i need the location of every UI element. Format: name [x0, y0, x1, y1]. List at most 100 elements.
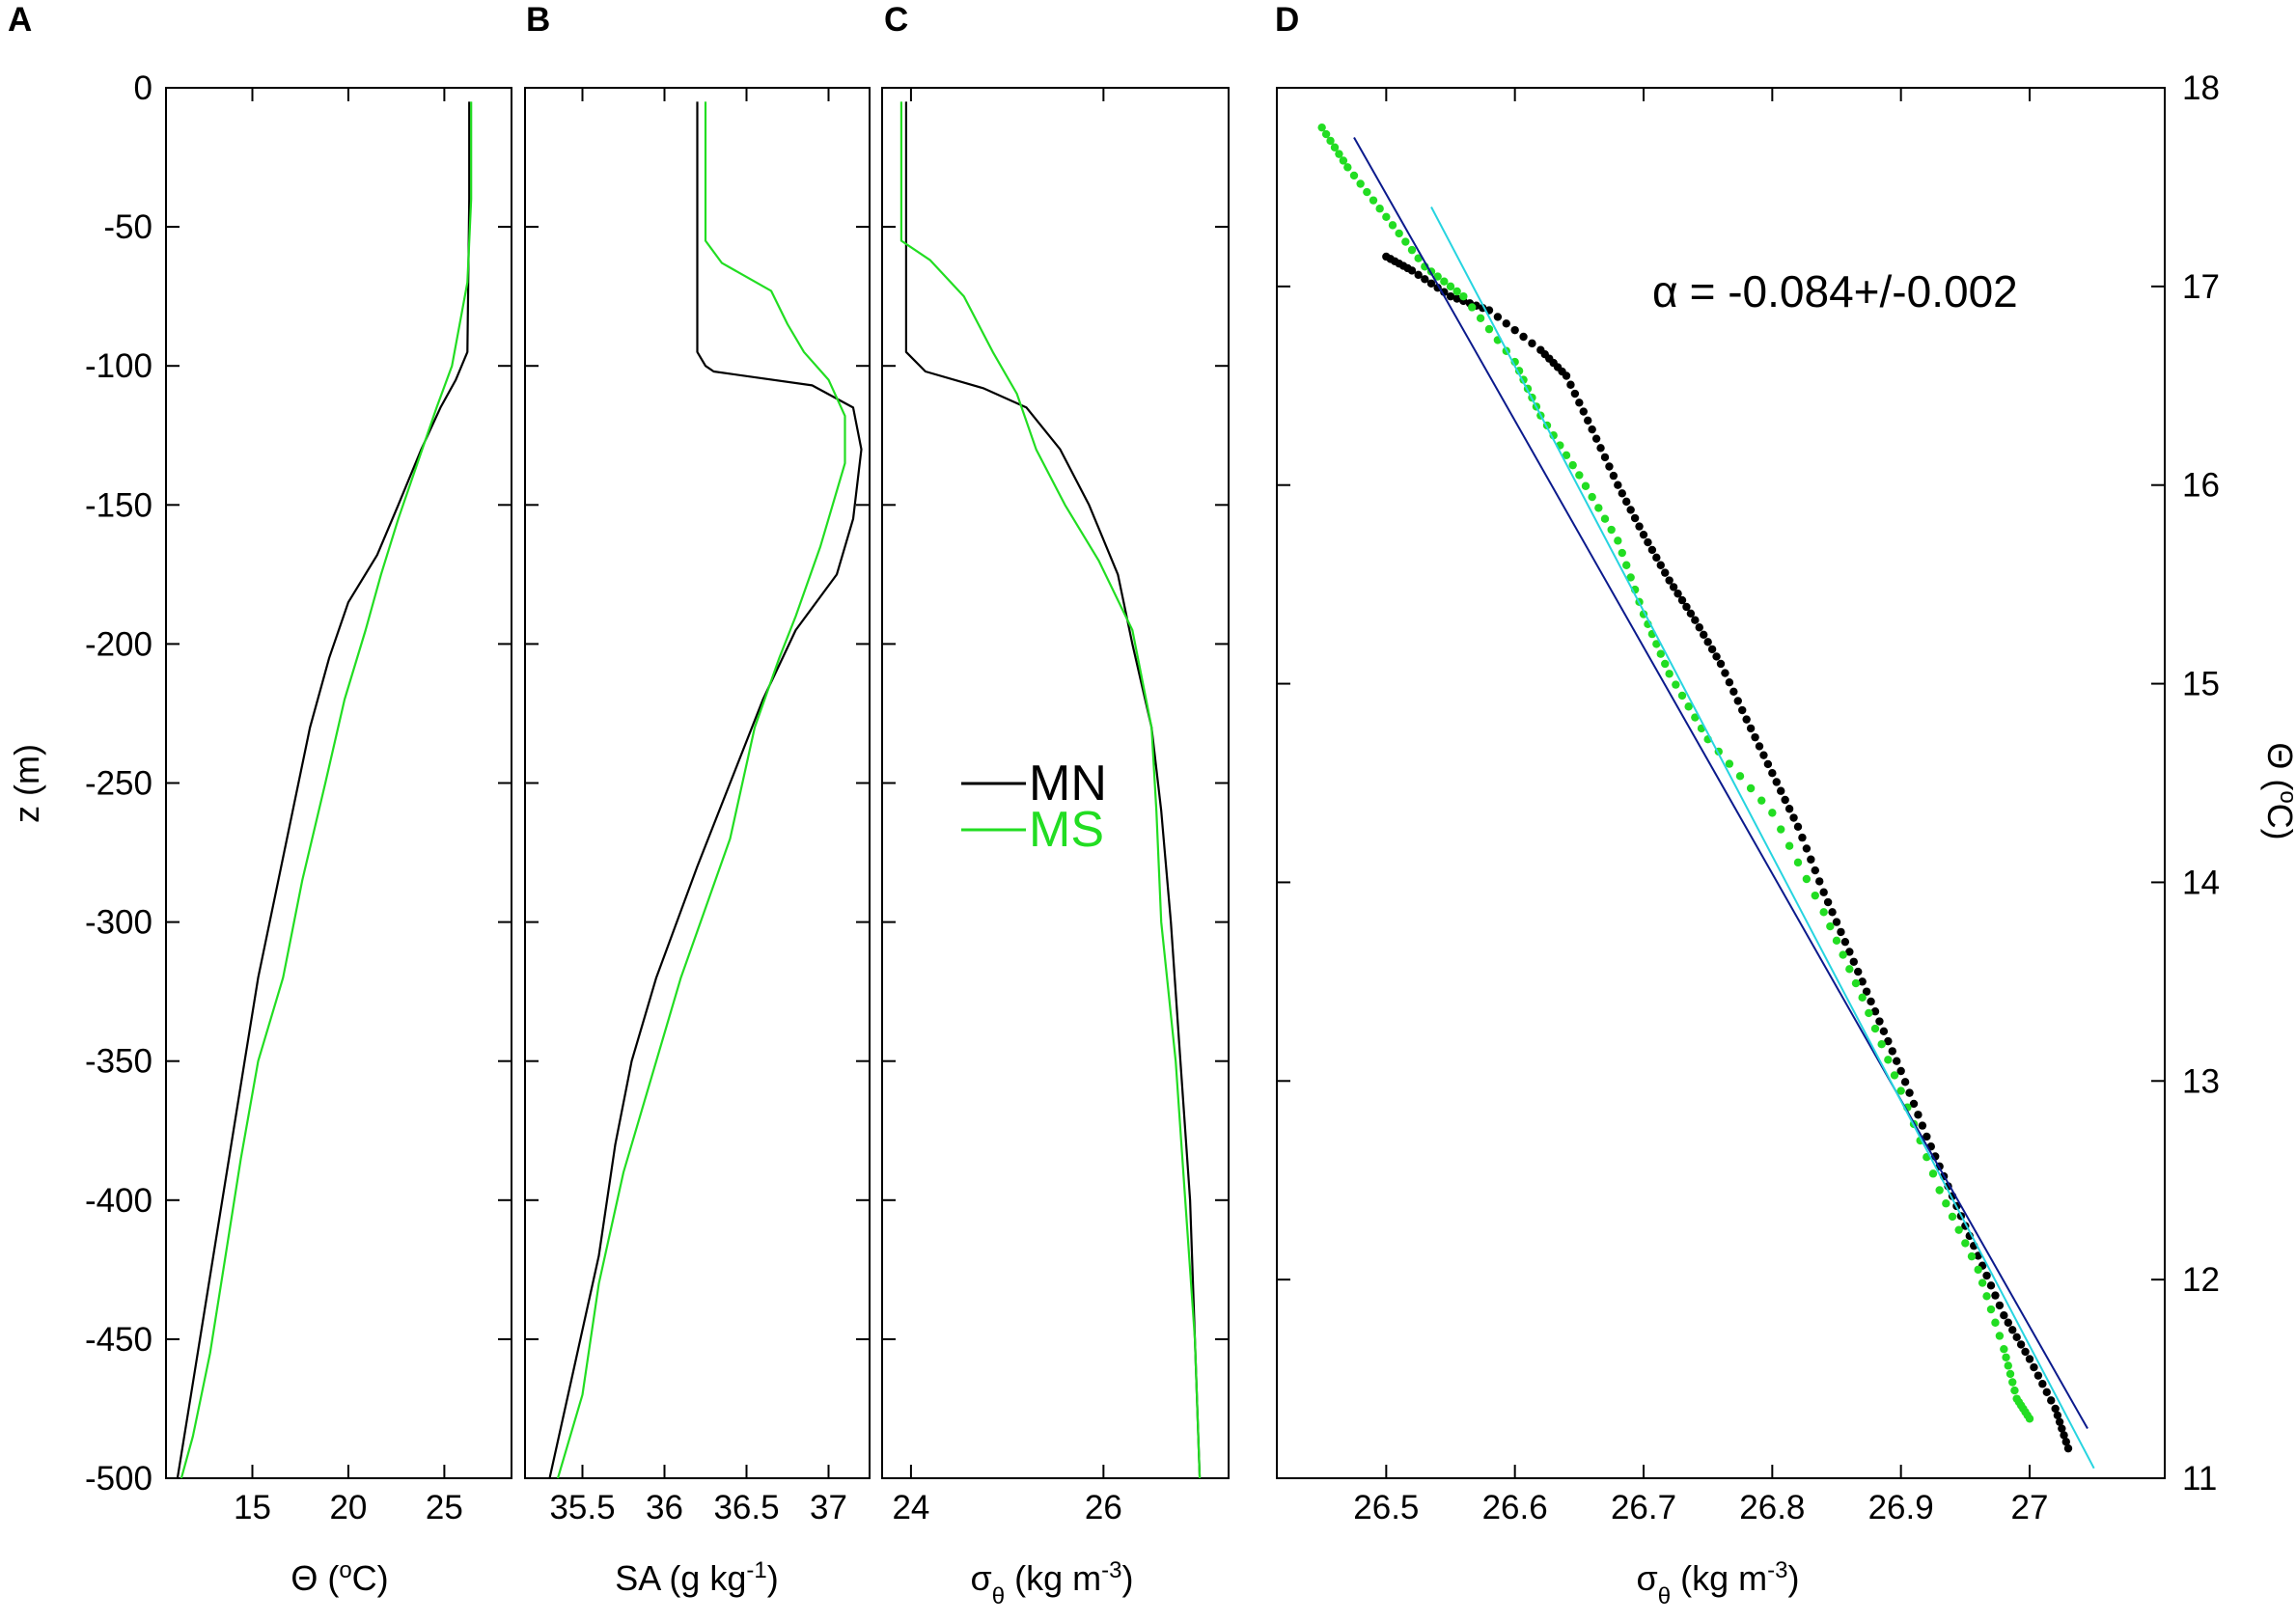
scatter-point-mn: [1837, 927, 1845, 937]
scatter-point-mn: [1407, 266, 1417, 275]
scatter-point-ms: [1890, 1071, 1899, 1080]
x-tick-label: 20: [329, 1489, 367, 1526]
scatter-point-mn: [1588, 425, 1596, 434]
scatter-point-mn: [1605, 462, 1614, 471]
scatter-point-mn: [2030, 1362, 2038, 1372]
scatter-point-ms: [1395, 229, 1403, 238]
series-line-fit-light: [1430, 206, 2095, 1470]
scatter-point-mn: [2008, 1326, 2017, 1334]
scatter-point-ms: [1581, 481, 1591, 490]
scatter-point-mn: [1793, 822, 1803, 831]
scatter-point-mn: [2000, 1310, 2008, 1320]
scatter-point-ms: [1672, 680, 1680, 689]
y-tick-label: -450: [85, 1321, 152, 1359]
x-axis-label-a: Θ (oC): [290, 1557, 388, 1599]
scatter-point-mn: [1875, 1017, 1884, 1026]
series-line-ms: [899, 101, 1202, 1479]
scatter-point-ms: [1382, 212, 1391, 222]
scatter-point-ms: [1870, 1024, 1880, 1033]
x-axis-label-b: SA (g kg-1): [615, 1557, 778, 1599]
scatter-point-ms: [1369, 196, 1378, 205]
scatter-point-ms: [1757, 796, 1766, 805]
scatter-point-ms: [1974, 1265, 1982, 1275]
scatter-point-ms: [1826, 921, 1835, 931]
scatter-point-mn: [1426, 279, 1436, 288]
scatter-point-ms: [1626, 573, 1635, 582]
scatter-point-ms: [1343, 163, 1352, 172]
scatter-point-mn: [1596, 444, 1605, 453]
scatter-point-ms: [1845, 965, 1854, 974]
scatter-point-ms: [1330, 143, 1340, 151]
scatter-point-mn: [2004, 1318, 2012, 1327]
scatter-point-ms: [1746, 784, 1756, 793]
scatter-point-mn: [1579, 407, 1588, 416]
y-tick-label-right: 18: [2182, 69, 2220, 107]
series-line-ms: [556, 101, 846, 1479]
scatter-point-ms: [1784, 841, 1794, 850]
y-tick-label-right: 17: [2182, 268, 2220, 306]
panel-d-theta-sigma-scatter: 26.5 26.6 26.7 26.8 26.9 27 11 12 13 14 15 16 17 18: [1276, 69, 2220, 1526]
scatter-point-ms: [1568, 460, 1577, 470]
legend-label-ms: MS: [1029, 802, 1104, 858]
x-tick-label: 25: [426, 1489, 463, 1526]
scatter-point-ms: [1896, 1086, 1905, 1095]
scatter-point-mn: [2042, 1388, 2051, 1396]
scatter-point-mn: [1725, 677, 1734, 687]
scatter-point-ms: [1884, 1056, 1893, 1064]
plot-frame: [165, 87, 512, 1479]
scatter-point-mn: [1823, 897, 1833, 907]
series-line-fit-dark: [1353, 137, 2089, 1429]
scatter-point-ms: [1594, 504, 1603, 512]
y-tick-label-right: 14: [2182, 864, 2220, 901]
scatter-point-ms: [1452, 287, 1461, 296]
scatter-point-mn: [1845, 948, 1854, 956]
scatter-point-ms: [1433, 272, 1442, 281]
scatter-point-ms: [1851, 978, 1861, 988]
scatter-point-mn: [1712, 652, 1721, 661]
scatter-point-ms: [1986, 1305, 1996, 1314]
panel-a-temperature-profile: 15 20 25 0 -50 -100 -150 -200 -250 -300 -350 -400 -4…: [85, 69, 512, 1526]
scatter-point-mn: [1647, 545, 1657, 555]
scatter-point-mn: [1733, 697, 1742, 705]
scatter-point-ms: [1363, 187, 1371, 197]
y-tick-label-right: 13: [2182, 1062, 2220, 1100]
scatter-point-ms: [1468, 303, 1477, 312]
scatter-point-ms: [1735, 772, 1745, 781]
scatter-point-mn: [1669, 583, 1678, 591]
scatter-point-ms: [1793, 858, 1803, 867]
scatter-point-mn: [1614, 481, 1622, 489]
x-tick-label: 15: [234, 1489, 271, 1526]
x-tick-label: 24: [892, 1489, 929, 1526]
scatter-point-mn: [1677, 595, 1687, 605]
scatter-point-ms: [1562, 451, 1571, 460]
scatter-point-mn: [1674, 590, 1682, 598]
y-tick-label-right: 12: [2182, 1261, 2220, 1299]
scatter-point-mn: [1867, 997, 1875, 1006]
y-tick-label: -100: [85, 347, 152, 385]
scatter-point-mn: [1682, 602, 1691, 612]
scatter-point-ms: [1995, 1332, 2005, 1340]
scatter-point-ms: [1954, 1225, 1963, 1234]
scatter-point-mn: [1703, 638, 1712, 646]
scatter-point-mn: [1811, 866, 1819, 875]
scatter-point-mn: [2060, 1431, 2068, 1440]
scatter-point-mn: [1695, 623, 1703, 632]
scatter-point-mn: [1644, 537, 1652, 547]
scatter-point-ms: [1335, 150, 1343, 158]
scatter-point-mn: [1789, 813, 1798, 822]
y-tick-label: -150: [85, 486, 152, 524]
panel-c-density-profile: 24 26: [881, 87, 1230, 1526]
scatter-point-ms: [1877, 1040, 1886, 1049]
scatter-point-mn: [1622, 497, 1631, 507]
scatter-point-mn: [1772, 778, 1781, 786]
y-axis-label-depth: z (m): [7, 744, 46, 823]
scatter-point-mn: [1755, 742, 1764, 751]
scatter-point-ms: [1484, 324, 1494, 334]
scatter-point-mn: [1870, 1007, 1880, 1016]
scatter-point-ms: [1446, 282, 1455, 291]
scatter-point-mn: [1798, 833, 1807, 842]
scatter-point-mn: [2016, 1340, 2026, 1349]
y-axis-label-d: Θ (oC): [2260, 742, 2296, 839]
scatter-point-mn: [2025, 1355, 2034, 1363]
series-line-mn: [548, 101, 863, 1479]
